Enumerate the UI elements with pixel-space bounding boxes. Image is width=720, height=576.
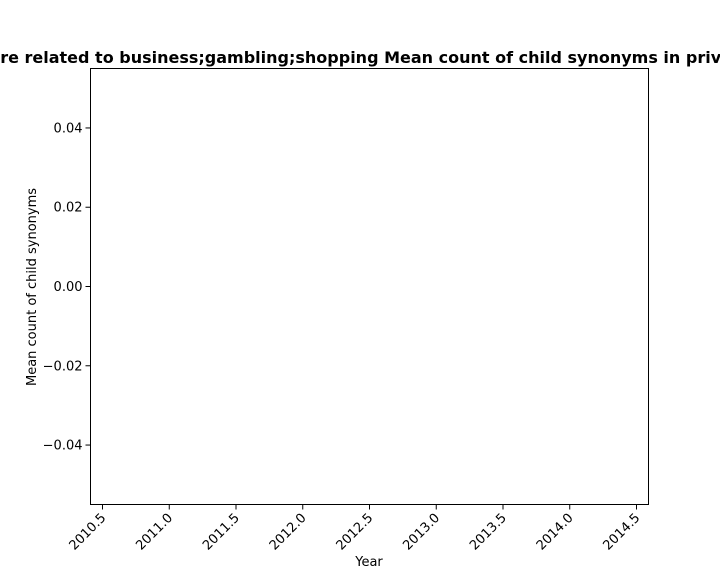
x-tick-label: 2011.0 [133,511,176,554]
y-tick-label: 0.02 [54,201,83,216]
y-tick-label: 0.00 [54,280,83,295]
y-tick-label: −0.04 [43,439,83,454]
x-tick-label: 2013.5 [467,511,510,554]
x-tick-label: 2014.0 [534,511,577,554]
chart-title: ...re related to business;gambling;shopp… [0,48,720,67]
x-tick-label: 2014.5 [601,511,644,554]
y-tick-label: −0.02 [43,359,83,374]
x-tick-label: 2010.5 [67,511,110,554]
y-axis-label: Mean count of child synonyms [25,188,40,386]
y-axis-ticks: −0.04 −0.02 0.00 0.02 0.04 [43,121,91,454]
x-axis-label: Year [354,555,383,570]
x-axis-ticks: 2010.5 2011.0 2011.5 2012.0 2012.5 2013.0 2013… [67,504,644,554]
x-tick-label: 2013.0 [400,511,443,554]
x-tick-label: 2012.0 [267,511,310,554]
x-tick-label: 2011.5 [200,511,243,554]
x-tick-label: 2012.5 [334,511,377,554]
plot-area-frame [90,68,649,505]
y-tick-label: 0.04 [54,121,83,136]
